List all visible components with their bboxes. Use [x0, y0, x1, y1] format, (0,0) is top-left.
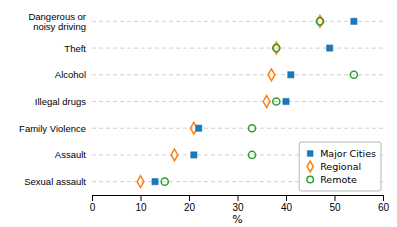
- y-tick-label: Alcohol: [55, 69, 86, 80]
- legend: Major Cities Regional Remote: [299, 142, 381, 191]
- point: [283, 98, 289, 104]
- y-tick-label-line: Sexual assault: [24, 176, 86, 187]
- x-tick-label: 0: [90, 202, 96, 213]
- point: [273, 98, 280, 105]
- point: [317, 15, 324, 27]
- legend-label: Remote: [320, 174, 357, 185]
- point: [268, 69, 275, 81]
- legend-label: Major Cities: [320, 148, 376, 159]
- grid-line: [92, 128, 383, 129]
- grid-line: [92, 101, 383, 102]
- grid-line: [92, 48, 383, 49]
- point: [273, 45, 280, 52]
- point: [191, 152, 197, 158]
- point: [161, 178, 168, 185]
- x-tick: 60: [378, 195, 390, 213]
- y-tick-label-line: Theft: [64, 43, 86, 54]
- y-tick-label: Illegal drugs: [35, 96, 86, 107]
- y-tick-label-line: Illegal drugs: [35, 96, 86, 107]
- point: [152, 178, 158, 184]
- point: [351, 18, 357, 24]
- x-tick: 20: [184, 195, 196, 213]
- point: [196, 125, 202, 131]
- x-tick: 0: [90, 195, 96, 213]
- x-axis: 0 10 20 30 40 50 60: [90, 195, 390, 213]
- x-axis-line: [93, 196, 384, 202]
- x-tick-mark: [383, 195, 384, 201]
- legend-item: Major Cities: [307, 148, 376, 159]
- y-tick-label-line: Dangerous or: [28, 11, 86, 22]
- point: [316, 18, 323, 25]
- point: [326, 45, 332, 51]
- grid-line: [92, 74, 383, 75]
- legend-label: Regional: [320, 161, 361, 172]
- y-tick-label: Dangerous ornoisy driving: [28, 11, 86, 32]
- y-tick-label: Theft: [64, 43, 86, 54]
- y-tick-label-line: Family Violence: [19, 123, 86, 134]
- grid-line: [92, 21, 383, 22]
- y-tick-label: Family Violence: [19, 123, 86, 134]
- x-tick-label: 30: [232, 202, 244, 213]
- x-tick-mark: [141, 195, 142, 201]
- y-tick-label-line: Assault: [55, 149, 87, 160]
- x-tick: 10: [135, 195, 147, 213]
- y-axis: Dangerous ornoisy driving Theft Alcohol Ill…: [19, 11, 92, 188]
- legend-item: Regional: [307, 161, 361, 172]
- y-tick: Sexual assault: [24, 176, 92, 187]
- x-tick-label: 60: [378, 202, 390, 213]
- y-tick-label-line: Alcohol: [55, 69, 86, 80]
- point: [171, 149, 178, 161]
- series: [137, 15, 323, 187]
- y-tick-label-line: noisy driving: [33, 21, 86, 32]
- x-axis-title: %: [232, 213, 242, 226]
- x-tick-label: 50: [329, 202, 341, 213]
- x-tick-mark: [92, 195, 93, 201]
- x-tick: 50: [329, 195, 341, 213]
- y-tick: Illegal drugs: [35, 96, 92, 107]
- y-tick: Family Violence: [19, 123, 92, 134]
- legend-item: Remote: [307, 174, 357, 185]
- x-tick-mark: [238, 195, 239, 201]
- x-tick-mark: [286, 195, 287, 201]
- point: [263, 96, 270, 108]
- x-tick: 40: [281, 195, 293, 213]
- y-tick-label: Assault: [55, 149, 87, 160]
- chart: 0 10 20 30 40 50 60 Dangerous ornoisy driving Th…: [0, 0, 397, 227]
- legend-symbol: [307, 151, 313, 157]
- point: [350, 71, 357, 78]
- point: [248, 151, 255, 158]
- point: [137, 176, 144, 188]
- x-tick-label: 40: [281, 202, 293, 213]
- y-tick: Theft: [64, 43, 92, 54]
- legend-symbol: [307, 176, 314, 183]
- y-tick: Dangerous ornoisy driving: [28, 11, 92, 32]
- x-tick: 30: [232, 195, 244, 213]
- legend-symbol: [307, 161, 313, 172]
- x-tick-mark: [335, 195, 336, 201]
- plot: 0 10 20 30 40 50 60 Dangerous ornoisy driving Th…: [19, 11, 389, 213]
- grid: [92, 21, 383, 181]
- x-tick-label: 20: [184, 202, 196, 213]
- chart-container: 0 10 20 30 40 50 60 Dangerous ornoisy driving Th…: [0, 0, 397, 227]
- point: [248, 125, 255, 132]
- point: [273, 42, 280, 54]
- y-tick: Alcohol: [55, 69, 92, 80]
- x-tick-mark: [189, 195, 190, 201]
- legend-box: [299, 142, 381, 191]
- y-tick-label: Sexual assault: [24, 176, 86, 187]
- y-tick: Assault: [55, 149, 92, 160]
- point: [288, 72, 294, 78]
- x-tick-label: 10: [135, 202, 147, 213]
